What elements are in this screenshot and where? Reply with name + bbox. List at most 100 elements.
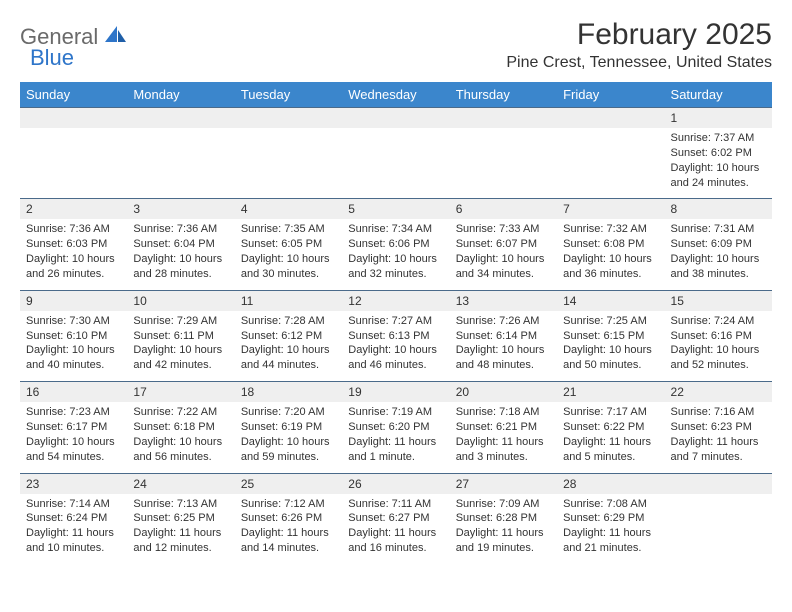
- day-detail-cell: Sunrise: 7:33 AMSunset: 6:07 PMDaylight:…: [450, 219, 557, 290]
- day-number-cell: 25: [235, 473, 342, 494]
- daylight-text: Daylight: 11 hours and 21 minutes.: [563, 526, 658, 556]
- day-detail-cell: Sunrise: 7:31 AMSunset: 6:09 PMDaylight:…: [665, 219, 772, 290]
- day-number-cell: 20: [450, 382, 557, 403]
- day-detail-cell: Sunrise: 7:35 AMSunset: 6:05 PMDaylight:…: [235, 219, 342, 290]
- sunset-text: Sunset: 6:14 PM: [456, 329, 551, 344]
- day-detail-cell: [342, 128, 449, 199]
- sunset-text: Sunset: 6:08 PM: [563, 237, 658, 252]
- day-number-row: 2345678: [20, 199, 772, 220]
- day-detail-cell: Sunrise: 7:16 AMSunset: 6:23 PMDaylight:…: [665, 402, 772, 473]
- sunrise-text: Sunrise: 7:22 AM: [133, 405, 228, 420]
- location-text: Pine Crest, Tennessee, United States: [506, 54, 772, 72]
- sunrise-text: Sunrise: 7:12 AM: [241, 497, 336, 512]
- day-detail-cell: Sunrise: 7:34 AMSunset: 6:06 PMDaylight:…: [342, 219, 449, 290]
- daylight-text: Daylight: 10 hours and 26 minutes.: [26, 252, 121, 282]
- sunset-text: Sunset: 6:19 PM: [241, 420, 336, 435]
- day-detail-cell: Sunrise: 7:09 AMSunset: 6:28 PMDaylight:…: [450, 494, 557, 564]
- day-number-cell: 5: [342, 199, 449, 220]
- sunset-text: Sunset: 6:18 PM: [133, 420, 228, 435]
- day-number-cell: [127, 108, 234, 129]
- daylight-text: Daylight: 11 hours and 19 minutes.: [456, 526, 551, 556]
- sunrise-text: Sunrise: 7:37 AM: [671, 131, 766, 146]
- sunrise-text: Sunrise: 7:11 AM: [348, 497, 443, 512]
- sunrise-text: Sunrise: 7:30 AM: [26, 314, 121, 329]
- day-number-cell: 27: [450, 473, 557, 494]
- day-detail-cell: [127, 128, 234, 199]
- day-detail-cell: [450, 128, 557, 199]
- day-number-cell: 28: [557, 473, 664, 494]
- day-detail-cell: Sunrise: 7:32 AMSunset: 6:08 PMDaylight:…: [557, 219, 664, 290]
- day-detail-cell: [20, 128, 127, 199]
- sunset-text: Sunset: 6:09 PM: [671, 237, 766, 252]
- sunset-text: Sunset: 6:05 PM: [241, 237, 336, 252]
- sunrise-text: Sunrise: 7:17 AM: [563, 405, 658, 420]
- sunset-text: Sunset: 6:02 PM: [671, 146, 766, 161]
- day-number-cell: [342, 108, 449, 129]
- day-detail-cell: Sunrise: 7:18 AMSunset: 6:21 PMDaylight:…: [450, 402, 557, 473]
- sunset-text: Sunset: 6:06 PM: [348, 237, 443, 252]
- sunrise-text: Sunrise: 7:13 AM: [133, 497, 228, 512]
- day-number-cell: [665, 473, 772, 494]
- day-detail-row: Sunrise: 7:37 AMSunset: 6:02 PMDaylight:…: [20, 128, 772, 199]
- day-detail-cell: Sunrise: 7:26 AMSunset: 6:14 PMDaylight:…: [450, 311, 557, 382]
- day-detail-cell: Sunrise: 7:14 AMSunset: 6:24 PMDaylight:…: [20, 494, 127, 564]
- day-number-cell: 23: [20, 473, 127, 494]
- day-number-row: 1: [20, 108, 772, 129]
- daylight-text: Daylight: 10 hours and 50 minutes.: [563, 343, 658, 373]
- sunrise-text: Sunrise: 7:35 AM: [241, 222, 336, 237]
- sunrise-text: Sunrise: 7:32 AM: [563, 222, 658, 237]
- day-detail-cell: [665, 494, 772, 564]
- page-header: General Blue February 2025 Pine Crest, T…: [20, 18, 772, 78]
- daylight-text: Daylight: 11 hours and 10 minutes.: [26, 526, 121, 556]
- daylight-text: Daylight: 10 hours and 28 minutes.: [133, 252, 228, 282]
- day-number-cell: 22: [665, 382, 772, 403]
- daylight-text: Daylight: 10 hours and 34 minutes.: [456, 252, 551, 282]
- day-number-cell: 17: [127, 382, 234, 403]
- weekday-header: Thursday: [450, 82, 557, 108]
- day-detail-cell: Sunrise: 7:27 AMSunset: 6:13 PMDaylight:…: [342, 311, 449, 382]
- daylight-text: Daylight: 11 hours and 12 minutes.: [133, 526, 228, 556]
- day-detail-cell: Sunrise: 7:11 AMSunset: 6:27 PMDaylight:…: [342, 494, 449, 564]
- sunset-text: Sunset: 6:20 PM: [348, 420, 443, 435]
- sunset-text: Sunset: 6:15 PM: [563, 329, 658, 344]
- sunset-text: Sunset: 6:29 PM: [563, 511, 658, 526]
- brand-logo: General Blue: [20, 18, 127, 69]
- sunrise-text: Sunrise: 7:18 AM: [456, 405, 551, 420]
- weekday-header: Sunday: [20, 82, 127, 108]
- day-detail-cell: [235, 128, 342, 199]
- calendar-table: SundayMondayTuesdayWednesdayThursdayFrid…: [20, 82, 772, 564]
- day-detail-cell: Sunrise: 7:28 AMSunset: 6:12 PMDaylight:…: [235, 311, 342, 382]
- day-number-cell: 4: [235, 199, 342, 220]
- day-detail-cell: Sunrise: 7:17 AMSunset: 6:22 PMDaylight:…: [557, 402, 664, 473]
- sunrise-text: Sunrise: 7:36 AM: [26, 222, 121, 237]
- daylight-text: Daylight: 11 hours and 3 minutes.: [456, 435, 551, 465]
- sunrise-text: Sunrise: 7:16 AM: [671, 405, 766, 420]
- day-number-cell: 6: [450, 199, 557, 220]
- daylight-text: Daylight: 10 hours and 44 minutes.: [241, 343, 336, 373]
- sunset-text: Sunset: 6:07 PM: [456, 237, 551, 252]
- day-number-cell: 24: [127, 473, 234, 494]
- month-title: February 2025: [506, 18, 772, 52]
- day-detail-cell: Sunrise: 7:13 AMSunset: 6:25 PMDaylight:…: [127, 494, 234, 564]
- day-detail-cell: Sunrise: 7:24 AMSunset: 6:16 PMDaylight:…: [665, 311, 772, 382]
- day-number-cell: [235, 108, 342, 129]
- daylight-text: Daylight: 10 hours and 40 minutes.: [26, 343, 121, 373]
- sunset-text: Sunset: 6:27 PM: [348, 511, 443, 526]
- day-number-cell: 9: [20, 290, 127, 311]
- daylight-text: Daylight: 10 hours and 42 minutes.: [133, 343, 228, 373]
- sunrise-text: Sunrise: 7:14 AM: [26, 497, 121, 512]
- day-number-row: 9101112131415: [20, 290, 772, 311]
- sunrise-text: Sunrise: 7:09 AM: [456, 497, 551, 512]
- day-number-cell: 11: [235, 290, 342, 311]
- sunrise-text: Sunrise: 7:27 AM: [348, 314, 443, 329]
- sunrise-text: Sunrise: 7:29 AM: [133, 314, 228, 329]
- sunset-text: Sunset: 6:13 PM: [348, 329, 443, 344]
- sunrise-text: Sunrise: 7:34 AM: [348, 222, 443, 237]
- daylight-text: Daylight: 10 hours and 56 minutes.: [133, 435, 228, 465]
- day-detail-cell: Sunrise: 7:12 AMSunset: 6:26 PMDaylight:…: [235, 494, 342, 564]
- sunset-text: Sunset: 6:25 PM: [133, 511, 228, 526]
- weekday-header: Monday: [127, 82, 234, 108]
- sunrise-text: Sunrise: 7:23 AM: [26, 405, 121, 420]
- daylight-text: Daylight: 10 hours and 59 minutes.: [241, 435, 336, 465]
- daylight-text: Daylight: 10 hours and 30 minutes.: [241, 252, 336, 282]
